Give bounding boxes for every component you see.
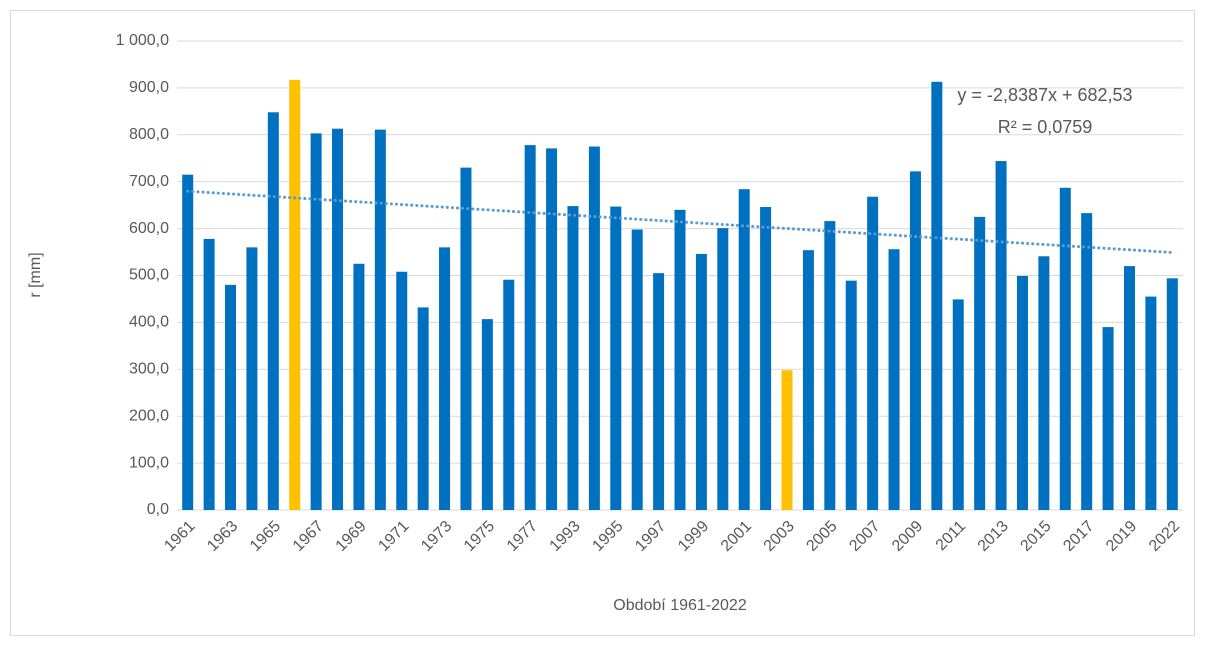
trendline-r-squared: R² = 0,0759 bbox=[998, 117, 1093, 137]
bar bbox=[845, 280, 857, 510]
bar bbox=[631, 229, 643, 510]
bar bbox=[310, 133, 322, 510]
bar bbox=[1123, 266, 1135, 510]
bar bbox=[417, 307, 429, 510]
bar bbox=[931, 81, 943, 510]
x-tick-label: 2017 bbox=[1060, 518, 1097, 555]
bar bbox=[952, 299, 964, 510]
x-axis-title: Období 1961-2022 bbox=[613, 597, 747, 614]
trendline bbox=[186, 189, 1174, 254]
bar bbox=[1038, 256, 1050, 510]
bar bbox=[182, 174, 194, 511]
x-tick-label: 2009 bbox=[889, 518, 926, 555]
y-tick-label: 900,0 bbox=[129, 79, 169, 96]
y-axis-title: r [mm] bbox=[27, 252, 44, 297]
bar bbox=[396, 271, 408, 510]
bar bbox=[995, 161, 1007, 510]
y-tick-label: 300,0 bbox=[129, 361, 169, 378]
y-tick-label: 600,0 bbox=[129, 220, 169, 237]
bar bbox=[909, 171, 921, 510]
x-tick-label: 1993 bbox=[547, 518, 584, 555]
x-tick-label: 2019 bbox=[1103, 518, 1140, 555]
bar bbox=[974, 216, 986, 510]
y-tick-label: 1 000,0 bbox=[116, 32, 169, 49]
bar bbox=[267, 112, 279, 511]
bar bbox=[717, 228, 729, 511]
y-tick-label: 0,0 bbox=[147, 501, 169, 518]
trendline-equation: y = -2,8387x + 682,53 bbox=[957, 85, 1132, 105]
bar bbox=[1102, 327, 1114, 510]
y-tick-label: 500,0 bbox=[129, 267, 169, 284]
bar bbox=[332, 128, 344, 510]
bar bbox=[1081, 213, 1093, 511]
bar bbox=[695, 253, 707, 510]
bar bbox=[588, 146, 600, 510]
bar bbox=[738, 189, 750, 511]
bar bbox=[203, 238, 215, 510]
bar bbox=[439, 247, 451, 511]
bar bbox=[824, 221, 836, 510]
x-tick-label: 1961 bbox=[161, 518, 198, 555]
x-tick-label: 2013 bbox=[975, 518, 1012, 555]
x-tick-label: 1971 bbox=[375, 518, 412, 555]
x-tick-label: 1963 bbox=[204, 518, 241, 555]
x-tick-label: 2015 bbox=[1017, 518, 1054, 555]
x-tick-label: 1977 bbox=[504, 518, 541, 555]
x-tick-label: 1973 bbox=[418, 518, 455, 555]
x-tick-label: 2001 bbox=[718, 518, 755, 555]
bar bbox=[674, 209, 686, 510]
bar bbox=[374, 129, 386, 511]
y-tick-label: 100,0 bbox=[129, 454, 169, 471]
x-tick-label: 1969 bbox=[333, 518, 370, 555]
y-tick-label: 400,0 bbox=[129, 314, 169, 331]
x-tick-label: 1975 bbox=[461, 518, 498, 555]
bar bbox=[610, 206, 622, 510]
x-tick-label: 1999 bbox=[675, 518, 712, 555]
bar bbox=[353, 263, 365, 510]
y-tick-label: 200,0 bbox=[129, 407, 169, 424]
bar bbox=[781, 370, 793, 510]
x-tick-label: 2005 bbox=[803, 518, 840, 555]
x-tick-label: 1967 bbox=[290, 518, 327, 555]
bar bbox=[802, 250, 814, 510]
x-tick-label: 1995 bbox=[589, 518, 626, 555]
x-tick-label: 2007 bbox=[846, 518, 883, 555]
bar bbox=[460, 167, 472, 510]
bar bbox=[503, 279, 515, 510]
bar bbox=[289, 79, 301, 510]
bar bbox=[1145, 296, 1157, 510]
y-tick-label: 700,0 bbox=[129, 173, 169, 190]
bar bbox=[1016, 275, 1028, 510]
x-tick-label: 2022 bbox=[1146, 518, 1183, 555]
bar bbox=[225, 284, 237, 510]
bar bbox=[760, 207, 772, 510]
bar bbox=[1166, 278, 1178, 510]
bar bbox=[653, 273, 665, 510]
bar bbox=[1059, 187, 1071, 510]
x-tick-label: 2003 bbox=[761, 518, 798, 555]
x-tick-label: 1965 bbox=[247, 518, 284, 555]
bar bbox=[567, 206, 579, 510]
x-tick-label: 1997 bbox=[632, 518, 669, 555]
bar bbox=[867, 196, 879, 510]
bar bbox=[246, 247, 258, 511]
y-tick-label: 800,0 bbox=[129, 126, 169, 143]
chart-frame bbox=[10, 10, 1195, 636]
bar bbox=[546, 148, 558, 510]
bar bbox=[888, 249, 900, 510]
bar bbox=[481, 319, 493, 510]
x-tick-label: 2011 bbox=[933, 518, 969, 554]
bar bbox=[524, 145, 536, 511]
